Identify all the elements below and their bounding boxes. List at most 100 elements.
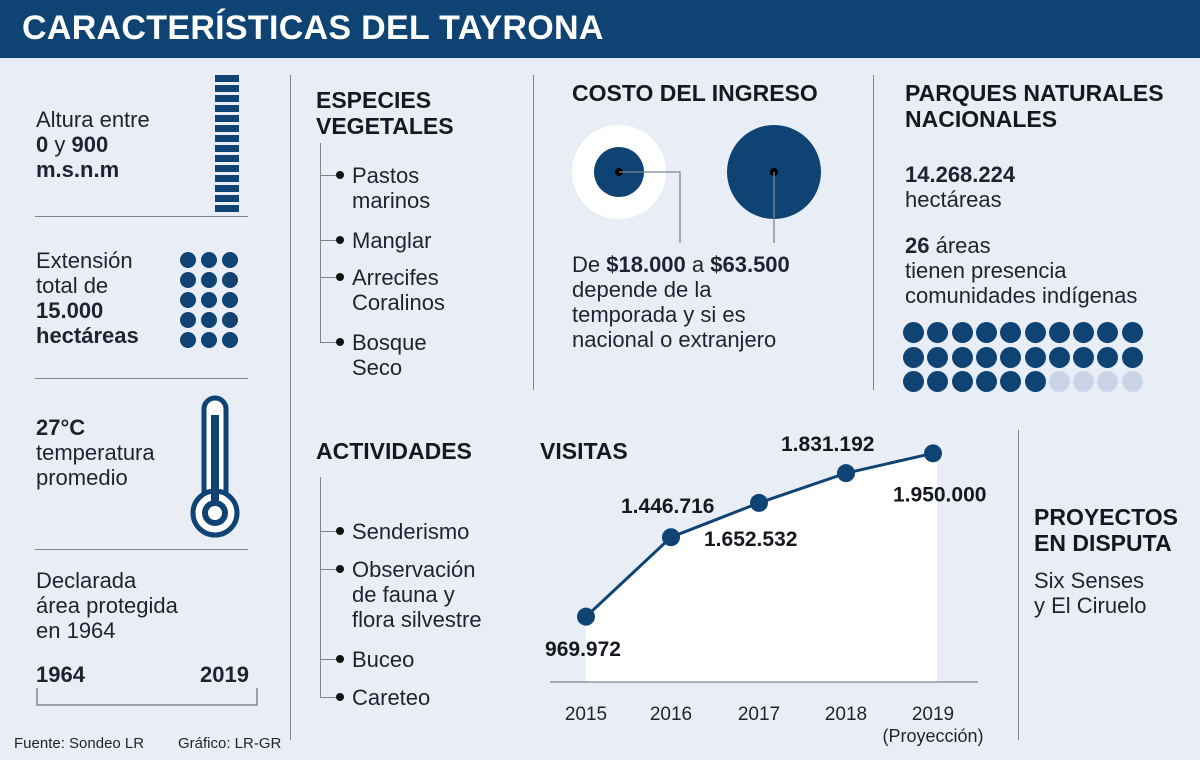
- parque-dot-filled: [927, 371, 949, 392]
- parques-title-1: PARQUES NATURALES: [905, 80, 1164, 106]
- parque-dot-empty: [1121, 371, 1143, 392]
- parque-dot-filled: [1024, 346, 1046, 368]
- parque-dot-filled: [927, 322, 949, 343]
- declarada-line3: en 1964: [36, 618, 116, 643]
- thermometer-icon: [190, 395, 240, 545]
- parque-dot-filled: [927, 346, 949, 368]
- actividades-connector: [320, 477, 321, 697]
- x-tick-2017: 2017: [738, 704, 780, 725]
- temperatura-text: 27°C temperatura promedio: [36, 415, 155, 490]
- extension-dot: [201, 312, 217, 328]
- parques-areas: 26 áreas tienen presencia comunidades in…: [905, 233, 1137, 308]
- x-tick-2016: 2016: [650, 704, 692, 725]
- divider-left: [290, 75, 291, 740]
- extension-unit: hectáreas: [36, 323, 139, 348]
- altura-min: 0: [36, 132, 49, 157]
- parques-hectareas-value: 14.268.224: [905, 162, 1016, 187]
- parque-dot-filled: [1048, 346, 1070, 368]
- parque-dot-filled: [903, 371, 924, 392]
- altura-line1: Altura entre: [36, 107, 150, 132]
- visitas-title: VISITAS: [540, 438, 628, 464]
- parque-dot-filled: [1000, 322, 1022, 343]
- especies-branch: [320, 342, 338, 343]
- parque-dot-filled: [903, 322, 924, 343]
- declarada-line2: área protegida: [36, 593, 178, 618]
- parques-line2: tienen presencia: [905, 258, 1067, 283]
- costo-line2: depende de la: [572, 277, 712, 302]
- altura-max: 900: [71, 132, 109, 157]
- especies-list: Pastos marinos Manglar Arrecifes Coralinos Bo…: [316, 143, 526, 388]
- visitas-area: [586, 453, 937, 682]
- extension-dot: [180, 292, 196, 308]
- x-tick-2019: 2019: [912, 704, 954, 725]
- costo-title: COSTO DEL INGRESO: [572, 80, 818, 106]
- visitas-point-2016: [662, 528, 680, 547]
- visitas-value-2018: 1.831.192: [781, 433, 874, 456]
- proyectos-title: PROYECTOS EN DISPUTA: [1034, 504, 1178, 556]
- divider-parques: [873, 75, 874, 390]
- parque-dot-filled: [903, 346, 924, 368]
- parque-dot-filled: [1097, 322, 1119, 343]
- actividades-bullet: [336, 527, 344, 535]
- proyectos-title-2: EN DISPUTA: [1034, 530, 1172, 556]
- costo-text: De $18.000 a $63.500 depende de la tempo…: [572, 252, 862, 352]
- footer-source: Fuente: Sondeo LR: [14, 735, 145, 752]
- actividades-bullet: [336, 655, 344, 663]
- parque-dot-filled: [1097, 346, 1119, 368]
- parques-line3: comunidades indígenas: [905, 283, 1138, 308]
- parques-title-2: NACIONALES: [905, 106, 1058, 132]
- especies-title: ESPECIES VEGETALES: [316, 87, 454, 139]
- especies-item: Pastos marinos: [352, 163, 431, 213]
- costo-max: $63.500: [710, 252, 790, 277]
- parque-dot-filled: [1073, 346, 1095, 368]
- parque-dot-filled: [1121, 322, 1143, 343]
- extension-dot: [201, 332, 217, 348]
- extension-dot: [222, 332, 238, 348]
- proyectos-line1: Six Senses: [1034, 568, 1145, 593]
- parques-dots: [903, 322, 1148, 394]
- divider-h3: [35, 549, 248, 550]
- especies-bullet: [336, 338, 344, 346]
- altura-text: Altura entre 0 y 900 m.s.n.m: [36, 107, 150, 182]
- especies-bullet: [336, 236, 344, 244]
- visitas-point-2019: [924, 444, 942, 463]
- extension-dot: [222, 312, 238, 328]
- actividades-list: Senderismo Observación de fauna y flora sil…: [316, 477, 526, 712]
- parque-dot-empty: [1097, 371, 1119, 392]
- extension-dot: [201, 272, 217, 288]
- extension-line1: Extensión: [36, 248, 133, 273]
- actividades-item: Senderismo: [352, 519, 470, 544]
- especies-connector: [320, 143, 321, 342]
- year-end: 2019: [200, 662, 249, 687]
- divider-costo: [533, 75, 534, 390]
- costo-pre: De: [572, 252, 607, 277]
- especies-branch: [320, 240, 338, 241]
- costo-mid: a: [685, 252, 711, 277]
- year-start: 1964: [36, 662, 85, 687]
- parque-dot-filled: [1024, 322, 1046, 343]
- visitas-point-2015: [577, 607, 595, 626]
- proyectos-text: Six Senses y El Ciruelo: [1034, 568, 1146, 618]
- visitas-value-2017: 1.652.532: [704, 528, 797, 551]
- parque-dot-filled: [951, 371, 973, 392]
- parque-dot-filled: [1000, 346, 1022, 368]
- extension-value: 15.000: [36, 298, 104, 323]
- actividades-title: ACTIVIDADES: [316, 438, 472, 464]
- extension-dot: [180, 312, 196, 328]
- extension-dot: [201, 292, 217, 308]
- parque-dot-filled: [951, 346, 973, 368]
- parque-dot-filled: [1024, 371, 1046, 392]
- temperatura-line3: promedio: [36, 465, 128, 490]
- parque-dot-filled: [1048, 322, 1070, 343]
- x-tick-2018: 2018: [825, 704, 867, 725]
- visitas-chart: 969.972 1.446.716 1.652.532 1.831.192 1.950.…: [545, 433, 986, 746]
- parque-dot-filled: [1073, 322, 1095, 343]
- extension-text: Extensión total de 15.000 hectáreas: [36, 248, 139, 348]
- actividades-bullet: [336, 693, 344, 701]
- visitas-point-2018: [837, 464, 855, 483]
- altura-unit: m.s.n.m: [36, 157, 120, 182]
- footer-graphic: Gráfico: LR-GR: [178, 735, 282, 752]
- actividades-branch: [320, 697, 338, 698]
- costo-min: $18.000: [606, 252, 686, 277]
- altitude-bars-icon: [215, 75, 239, 217]
